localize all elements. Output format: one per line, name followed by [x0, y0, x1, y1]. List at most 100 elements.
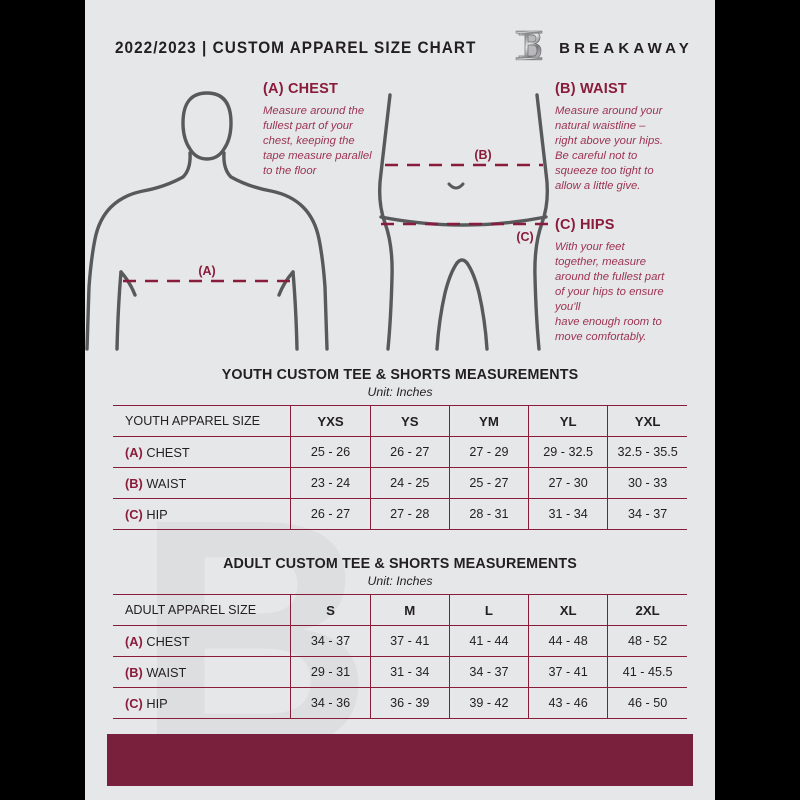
brand-lockup: BREAKAWAY: [513, 28, 693, 69]
youth-size-header: YL: [528, 405, 608, 437]
measurement-cell: 31 - 34: [528, 498, 608, 530]
measurement-cell: 25 - 26: [290, 436, 371, 468]
chest-note-body: Measure around the fullest part of your …: [263, 105, 372, 178]
measurement-cell: 37 - 41: [528, 656, 608, 688]
youth-table-unit: Unit: Inches: [367, 385, 433, 399]
breakaway-b-logo-icon: [513, 28, 547, 69]
measurement-cell: 28 - 31: [448, 498, 529, 530]
measurement-cell: 43 - 46: [528, 687, 608, 719]
youth-size-header: YXL: [607, 405, 687, 437]
adult-header-label: ADULT APPAREL SIZE: [113, 594, 291, 626]
table-row: (C) HIP 26 - 27 27 - 28 28 - 31 31 - 34 34 - …: [113, 498, 687, 530]
youth-header-label: YOUTH APPAREL SIZE: [113, 405, 291, 437]
hips-note-title: (C) HIPS: [555, 217, 615, 233]
left-inner-arm: [115, 270, 123, 351]
measurement-cell: 23 - 24: [290, 467, 371, 499]
adult-header-row: ADULT APPAREL SIZE S M L XL 2XL: [113, 594, 687, 626]
brand-name: BREAKAWAY: [559, 40, 693, 57]
table-row: (B) WAIST 23 - 24 24 - 25 25 - 27 27 - 30 30 …: [113, 467, 687, 499]
measurement-cell: 27 - 30: [528, 467, 608, 499]
adult-row-label: (C) HIP: [113, 687, 291, 719]
adult-table-title: ADULT CUSTOM TEE & SHORTS MEASUREMENTS: [223, 556, 577, 572]
youth-table-block: YOUTH CUSTOM TEE & SHORTS MEASUREMENTS U…: [113, 367, 687, 530]
right-arm-outline: [222, 151, 329, 351]
youth-size-table: YOUTH APPAREL SIZE YXS YS YM YL YXL (A) CHEST 2…: [113, 405, 687, 530]
waist-note-body: Measure around your natural waistline – …: [555, 105, 664, 193]
hip-curve: [379, 215, 548, 227]
youth-size-header: YM: [448, 405, 529, 437]
chest-line-label: (A): [198, 264, 215, 278]
measurement-cell: 32.5 - 35.5: [607, 436, 687, 468]
row-tag: (C): [125, 695, 143, 711]
page-title: 2022/2023 | CUSTOM APPAREL SIZE CHART: [115, 39, 477, 57]
hips-note: (C) HIPS With your feet together, measur…: [555, 217, 710, 345]
measurement-cell: 29 - 32.5: [528, 436, 608, 468]
adult-row-label: (A) CHEST: [113, 625, 291, 657]
table-row: (C) HIP 34 - 36 36 - 39 39 - 42 43 - 46 46 - …: [113, 687, 687, 719]
hips-note-body: With your feet together, measure around …: [555, 241, 665, 344]
adult-size-header: 2XL: [607, 594, 687, 626]
measurement-diagrams: (A) (B) (C) (A) CHEST Measure around the…: [85, 77, 715, 367]
youth-row-label: (A) CHEST: [113, 436, 291, 468]
measurement-cell: 41 - 44: [448, 625, 529, 657]
youth-header-row: YOUTH APPAREL SIZE YXS YS YM YL YXL: [113, 405, 687, 437]
table-row: (B) WAIST 29 - 31 31 - 34 34 - 37 37 - 41 41 …: [113, 656, 687, 688]
adult-size-table: ADULT APPAREL SIZE S M L XL 2XL (A) CHEST 34 - …: [113, 594, 687, 719]
measurement-cell: 34 - 36: [290, 687, 371, 719]
row-tag: (B): [125, 475, 143, 491]
navel-icon: [447, 182, 465, 190]
measurement-cell: 34 - 37: [290, 625, 371, 657]
adult-row-label: (B) WAIST: [113, 656, 291, 688]
measurement-cell: 46 - 50: [607, 687, 687, 719]
left-armpit: [119, 270, 137, 297]
measurement-cell: 31 - 34: [369, 656, 450, 688]
row-tag: (A): [125, 633, 143, 649]
adult-table-unit: Unit: Inches: [367, 574, 433, 588]
measurement-cell: 26 - 27: [290, 498, 371, 530]
left-leg-inner: [435, 261, 459, 351]
adult-table-block: ADULT CUSTOM TEE & SHORTS MEASUREMENTS U…: [113, 556, 687, 719]
waist-note: (B) WAIST Measure around your natural wa…: [555, 81, 705, 194]
crotch-line: [455, 258, 469, 265]
hip-line-label: (C): [516, 230, 533, 244]
head-outline: [181, 91, 233, 161]
left-arm-outline: [85, 151, 192, 351]
measurement-cell: 24 - 25: [369, 467, 450, 499]
row-tag: (A): [125, 444, 143, 460]
measurement-cell: 29 - 31: [290, 656, 371, 688]
adult-size-header: L: [448, 594, 529, 626]
measurement-cell: 25 - 27: [448, 467, 529, 499]
measurement-cell: 36 - 39: [369, 687, 450, 719]
page-header: 2022/2023 | CUSTOM APPAREL SIZE CHART: [85, 0, 715, 69]
youth-size-header: YXS: [290, 405, 371, 437]
measurement-cell: 34 - 37: [607, 498, 687, 530]
measurement-cell: 44 - 48: [528, 625, 608, 657]
table-row: (A) CHEST 34 - 37 37 - 41 41 - 44 44 - 48 48 …: [113, 625, 687, 657]
chest-note: (A) CHEST Measure around the fullest par…: [263, 81, 418, 179]
size-chart-page: B 2022/2023 | CUSTOM APPAREL SIZE CHART: [85, 0, 715, 800]
waist-note-title: (B) WAIST: [555, 81, 627, 97]
measurement-cell: 26 - 27: [369, 436, 450, 468]
measurement-cell: 41 - 45.5: [607, 656, 687, 688]
row-tag: (C): [125, 506, 143, 522]
measurement-cell: 27 - 28: [369, 498, 450, 530]
measurement-cell: 34 - 37: [448, 656, 529, 688]
youth-size-header: YS: [369, 405, 450, 437]
body-figures-svg: (A) (B) (C): [85, 91, 550, 351]
row-tag: (B): [125, 664, 143, 680]
chest-note-title: (A) CHEST: [263, 81, 339, 97]
adult-size-header: S: [290, 594, 371, 626]
measurement-cell: 39 - 42: [448, 687, 529, 719]
right-armpit: [277, 270, 295, 297]
measurement-cell: 37 - 41: [369, 625, 450, 657]
measurement-cell: 30 - 33: [607, 467, 687, 499]
measurement-cell: 48 - 52: [607, 625, 687, 657]
right-leg-inner: [465, 261, 489, 351]
youth-row-label: (B) WAIST: [113, 467, 291, 499]
adult-size-header: M: [369, 594, 450, 626]
footer-bar: [107, 734, 693, 786]
adult-size-header: XL: [528, 594, 608, 626]
waist-line-label: (B): [474, 148, 491, 162]
lower-right-outline: [533, 93, 550, 351]
measurement-cell: 27 - 29: [448, 436, 529, 468]
